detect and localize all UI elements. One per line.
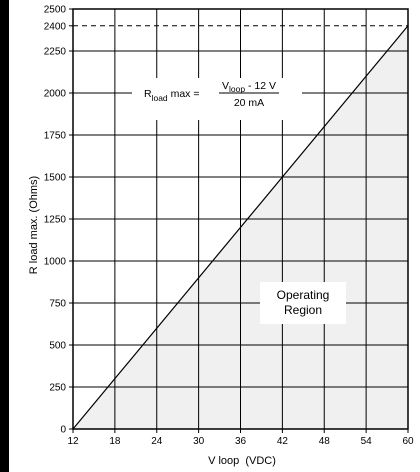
formula-numerator: Vloop - 12 V	[222, 80, 276, 94]
region-label-box: Operating Region	[260, 282, 346, 324]
x-tick-label: 48	[319, 436, 331, 447]
x-tick-label: 24	[151, 436, 163, 447]
y-tick-label: 2000	[44, 89, 67, 100]
y-tick-label: 1750	[44, 131, 67, 142]
x-axis-ticks: 12 18 24 30 36 42 48 54 60	[67, 429, 414, 447]
x-tick-label: 30	[193, 436, 205, 447]
max-load-line	[72, 25, 409, 430]
y-tick-label: 2400	[44, 21, 67, 32]
y-tick-label: 2250	[44, 47, 67, 58]
x-tick-label: 18	[109, 436, 121, 447]
x-axis-label: V loop (VDC)	[208, 455, 276, 467]
x-tick-label: 42	[277, 436, 289, 447]
y-tick-label: 1250	[44, 215, 67, 226]
formula-background	[132, 78, 302, 120]
y-tick-label: 500	[49, 341, 66, 352]
formula-num-rest: - 12 V	[245, 80, 276, 92]
x-tick-label: 54	[361, 436, 373, 447]
formula-lhs-sub: load	[152, 93, 168, 103]
y-tick-label: 1000	[44, 257, 67, 268]
y-tick-label: 750	[49, 299, 66, 310]
region-label-background	[260, 282, 346, 324]
region-label-line1: Operating	[277, 288, 330, 302]
formula-num-sub: loop	[229, 84, 245, 94]
y-tick-label: 1500	[44, 173, 67, 184]
formula-lhs: Rload max =	[144, 88, 202, 103]
y-tick-label: 0	[60, 425, 66, 436]
y-tick-label: 250	[49, 383, 66, 394]
region-label-line2: Region	[284, 303, 322, 317]
x-tick-label: 60	[402, 436, 414, 447]
y-axis-ticks: 0 250 500 750 1000 1250 1500 1750 2000 2250 2400 25…	[44, 5, 73, 436]
plot-area	[72, 8, 409, 430]
formula-denominator: 20 mA	[234, 97, 264, 109]
formula-annotation: Rload max = Vloop - 12 V 20 mA	[132, 78, 302, 120]
formula-num-main: V	[222, 80, 229, 92]
formula-lhs-main: R	[144, 88, 152, 100]
x-tick-label: 36	[235, 436, 247, 447]
formula-lhs-rest: max =	[168, 88, 203, 100]
y-axis-label: R load max. (Ohms)	[28, 176, 40, 274]
x-tick-label: 12	[67, 436, 79, 447]
y-tick-label: 2500	[44, 5, 67, 16]
left-edge-bar	[0, 0, 9, 472]
